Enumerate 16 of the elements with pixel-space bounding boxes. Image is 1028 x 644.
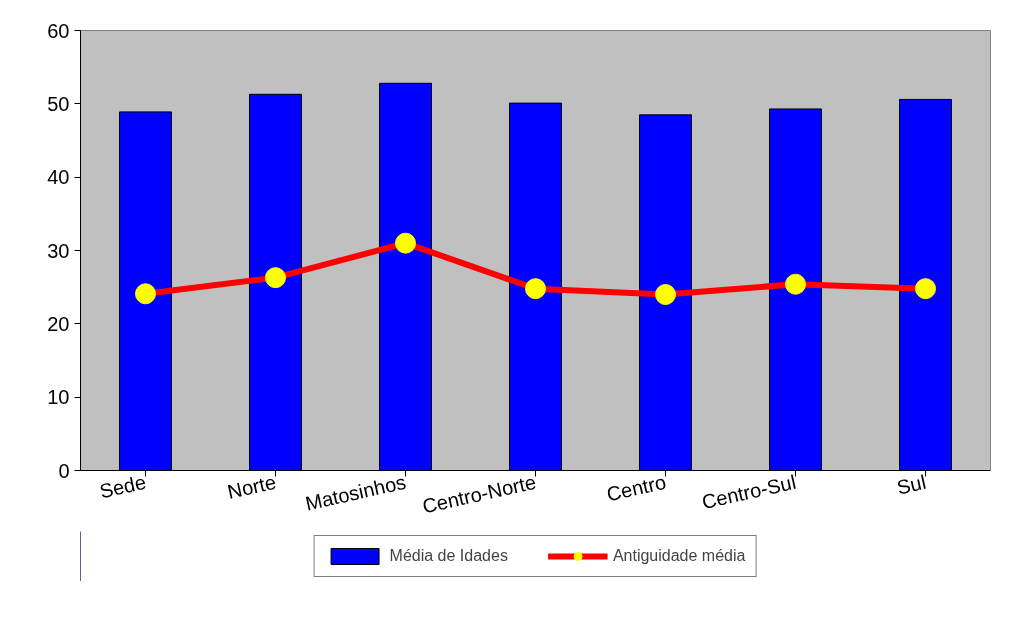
y-tick-label: 50 (47, 92, 70, 115)
x-tick-label: Centro (604, 470, 668, 506)
y-tick-label: 60 (47, 19, 70, 42)
x-tick-label: Norte (225, 470, 278, 503)
y-tick-label: 0 (58, 459, 70, 482)
x-tick-label: Centro-Sul (699, 470, 798, 514)
x-tick-label: Sul (894, 470, 928, 499)
y-tick-label: 40 (47, 166, 70, 189)
legend-label: Média de Idades (389, 547, 508, 565)
y-tick-label: 30 (47, 239, 70, 262)
legend-label: Antiguidade média (612, 547, 746, 565)
y-tick-label: 20 (47, 312, 70, 335)
x-tick-label: Sede (97, 470, 148, 503)
x-tick-label: Centro-Norte (420, 470, 538, 518)
x-tick-label: Matosinhos (303, 470, 408, 515)
y-tick-label: 10 (47, 386, 70, 409)
